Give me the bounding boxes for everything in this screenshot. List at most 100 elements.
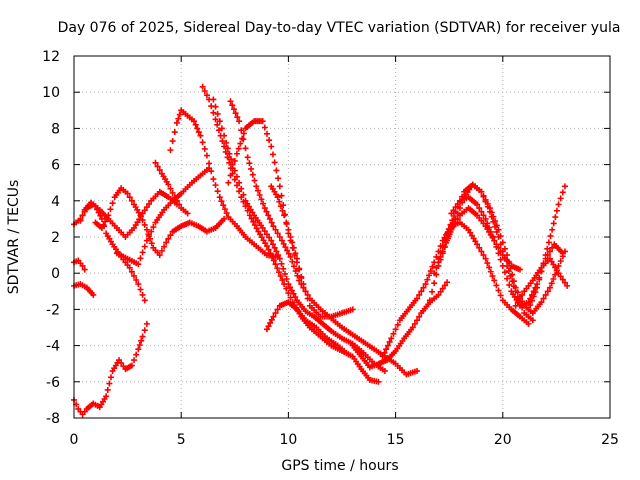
data-point (439, 243, 446, 250)
series-arc-16 (349, 279, 451, 371)
data-point (268, 237, 275, 244)
data-point (420, 284, 427, 291)
data-point (559, 276, 566, 283)
data-point (173, 119, 180, 126)
data-point (163, 239, 170, 246)
data-point (79, 212, 86, 219)
data-point (184, 210, 191, 217)
data-point (98, 224, 105, 231)
data-point (210, 176, 217, 183)
data-point (235, 145, 242, 152)
data-point (236, 179, 243, 186)
data-point (256, 192, 263, 199)
data-point (384, 342, 391, 349)
data-point (139, 249, 146, 256)
data-point (484, 220, 491, 227)
data-point (263, 243, 270, 250)
data-point (497, 241, 504, 248)
series-arc-6 (92, 185, 228, 259)
data-point (116, 357, 123, 364)
data-point (495, 250, 502, 257)
data-point (414, 367, 421, 374)
data-point (197, 132, 204, 139)
data-point (239, 135, 246, 142)
data-point (414, 295, 421, 302)
y-axis-label: SDTVAR / TECUs (6, 180, 22, 295)
data-point (486, 224, 493, 231)
data-point (426, 297, 433, 304)
data-point (173, 197, 180, 204)
data-point (270, 223, 277, 230)
data-point (532, 289, 539, 296)
data-point (482, 198, 489, 205)
data-point (516, 295, 523, 302)
data-point (542, 291, 549, 298)
data-point (154, 163, 161, 170)
data-point (454, 200, 461, 207)
data-point (431, 280, 438, 287)
data-point (290, 290, 297, 297)
data-point (444, 235, 451, 242)
data-point (285, 281, 292, 288)
data-point (491, 237, 498, 244)
data-point (512, 302, 519, 309)
x-tick-label: 0 (70, 432, 79, 448)
data-point (491, 277, 498, 284)
data-point (550, 220, 557, 227)
data-point (175, 115, 182, 122)
data-point (557, 258, 564, 265)
data-point (452, 204, 459, 211)
data-point (476, 205, 483, 212)
data-point (302, 288, 309, 295)
data-point (192, 121, 199, 128)
data-point (77, 217, 84, 224)
data-point (304, 295, 311, 302)
data-point (284, 247, 291, 254)
data-point (221, 215, 228, 222)
data-point (216, 194, 223, 201)
data-point (280, 265, 287, 272)
data-point (388, 335, 395, 342)
data-point (293, 255, 300, 262)
data-point (253, 183, 260, 190)
data-point (287, 284, 294, 291)
data-point (214, 121, 221, 128)
data-point (552, 214, 559, 221)
data-point (277, 203, 284, 210)
data-point (265, 323, 272, 330)
data-point (165, 235, 172, 242)
data-point (137, 286, 144, 293)
data-point (504, 275, 511, 282)
data-point (493, 243, 500, 250)
data-point (525, 306, 532, 313)
data-point (275, 269, 282, 276)
data-point (254, 187, 261, 194)
x-axis-label: GPS time / hours (281, 458, 398, 474)
data-point (285, 250, 292, 257)
data-point (265, 246, 272, 253)
series-arc-14 (263, 299, 352, 358)
data-point (258, 196, 265, 203)
data-point (437, 288, 444, 295)
series-arc-17 (379, 219, 532, 360)
grid-lines (74, 56, 610, 418)
data-point (274, 306, 281, 313)
x-tick-labels: 0 5 10 15 20 25 (70, 432, 619, 448)
data-point (156, 252, 163, 259)
data-point (278, 260, 285, 267)
y-tick-labels: -8 -6 -4 -2 0 2 4 6 8 10 12 (42, 49, 60, 427)
data-point (251, 177, 258, 184)
data-point (275, 252, 282, 259)
data-point (203, 152, 210, 159)
data-point (194, 125, 201, 132)
data-point (283, 285, 290, 292)
data-point (474, 201, 481, 208)
data-point (135, 261, 142, 268)
data-point (272, 310, 279, 317)
data-point (139, 217, 146, 224)
data-point (227, 172, 234, 179)
data-point (146, 233, 153, 240)
data-point (146, 200, 153, 207)
data-point (176, 201, 183, 208)
data-point (269, 253, 276, 260)
